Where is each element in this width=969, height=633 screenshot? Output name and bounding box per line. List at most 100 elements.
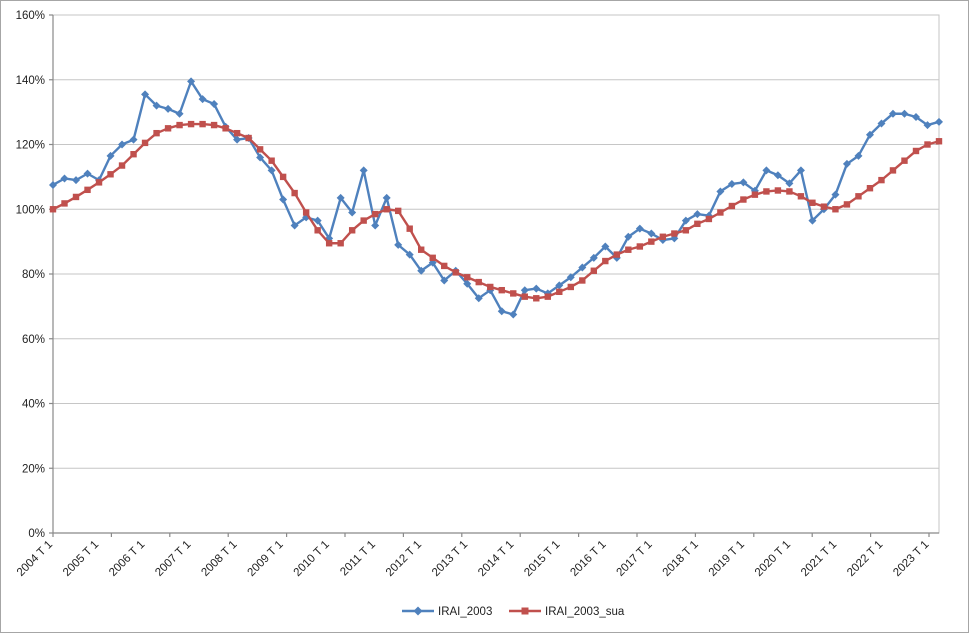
data-point-diamond <box>72 176 81 185</box>
legend-label-irai-2003: IRAI_2003 <box>438 606 492 618</box>
data-point-square <box>613 251 621 258</box>
data-point-square <box>659 233 667 240</box>
x-tick-label: 2007 T 1 <box>153 539 193 579</box>
data-point-diamond <box>532 284 541 293</box>
legend-item-irai-2003: IRAI_2003 <box>402 606 492 618</box>
axes <box>49 14 939 537</box>
data-point-diamond <box>739 178 748 187</box>
data-point-diamond <box>187 77 196 86</box>
data-point-diamond <box>762 166 771 175</box>
data-point-diamond <box>348 208 357 217</box>
data-point-diamond <box>175 109 184 118</box>
data-point-diamond <box>601 242 610 251</box>
data-point-diamond <box>49 180 57 189</box>
x-tick-label: 2011 T 1 <box>338 539 378 579</box>
data-point-square <box>602 257 609 265</box>
data-point-diamond <box>555 281 564 290</box>
data-point-square <box>544 293 551 300</box>
data-point-square <box>199 120 206 128</box>
y-tick-label: 60% <box>22 334 45 346</box>
data-point-square <box>72 193 80 201</box>
data-point-square <box>728 202 736 210</box>
data-point-diamond <box>773 171 782 180</box>
data-point-square <box>717 209 724 216</box>
data-point-square <box>61 200 68 207</box>
x-tick-label: 2021 T 1 <box>799 539 839 579</box>
data-point-square <box>763 188 770 195</box>
data-point-square <box>291 189 298 197</box>
x-tick-label: 2009 T 1 <box>245 539 285 579</box>
data-point-diamond <box>233 135 242 144</box>
data-point-square <box>164 125 172 132</box>
data-point-diamond <box>727 179 736 188</box>
data-point-square <box>935 138 943 145</box>
data-point-diamond <box>923 121 932 130</box>
data-point-square <box>130 151 137 158</box>
data-point-square <box>95 179 103 186</box>
series-line-IRAI_2003_sua <box>51 122 941 300</box>
data-point-square <box>141 139 149 147</box>
data-point-square <box>924 141 931 148</box>
data-point-diamond <box>463 279 472 288</box>
data-point-diamond <box>796 166 805 175</box>
data-point-square <box>843 201 851 208</box>
y-tick-label: 160% <box>16 10 45 22</box>
data-point-diamond <box>313 216 322 225</box>
data-point-diamond <box>589 253 598 262</box>
data-point-square <box>371 210 379 218</box>
data-point-diamond <box>141 90 150 99</box>
data-point-square <box>579 277 586 284</box>
x-tick-label: 2012 T 1 <box>384 539 424 579</box>
data-point-square <box>510 290 517 297</box>
data-point-diamond <box>336 193 345 202</box>
data-point-square <box>360 217 367 224</box>
y-tick-label: 20% <box>22 463 45 475</box>
legend-diamond-marker <box>413 606 423 616</box>
data-point-square <box>786 188 793 195</box>
data-point-diamond <box>808 216 817 225</box>
data-point-diamond <box>635 224 644 233</box>
data-point-square <box>533 295 540 302</box>
axis-labels: 0%20%40%60%80%100%120%140%160%2004 T 1 20… <box>15 10 932 579</box>
data-point-square <box>464 274 471 281</box>
data-point-diamond <box>877 119 886 128</box>
x-tick-label: 2019 T 1 <box>707 539 747 579</box>
x-tick-label: 2004 T 1 <box>15 539 55 579</box>
data-point-square <box>302 209 310 216</box>
data-point-square <box>153 129 160 137</box>
data-point-diamond <box>359 166 368 175</box>
data-point-diamond <box>118 140 127 149</box>
data-point-square <box>418 246 425 253</box>
data-point-square <box>648 238 655 245</box>
data-point-square <box>705 215 713 223</box>
legend: IRAI_2003 IRAI_2003_sua <box>402 606 625 618</box>
x-tick-label: 2005 T 1 <box>61 539 101 579</box>
data-point-diamond <box>900 109 909 118</box>
data-point-square <box>797 193 805 200</box>
data-point-square <box>394 207 402 215</box>
x-tick-label: 2017 T 1 <box>614 539 654 579</box>
x-tick-label: 2018 T 1 <box>661 539 701 579</box>
data-point-square <box>429 254 436 262</box>
data-point-square <box>406 225 413 232</box>
data-point-square <box>475 278 482 286</box>
data-point-square <box>107 171 114 178</box>
data-point-diamond <box>417 266 426 275</box>
data-point-square <box>452 269 459 276</box>
data-point-square <box>567 283 574 291</box>
data-point-square <box>245 134 252 142</box>
data-point-square <box>441 262 448 270</box>
data-point-square <box>912 147 920 155</box>
data-point-diamond <box>60 174 69 183</box>
x-tick-label: 2014 T 1 <box>476 539 516 579</box>
data-point-diamond <box>256 153 265 162</box>
series-IRAI_2003 <box>49 77 943 319</box>
data-point-square <box>279 173 287 181</box>
data-point-diamond <box>106 151 115 160</box>
data-point-diamond <box>681 216 690 225</box>
data-point-diamond <box>164 104 173 113</box>
data-point-square <box>348 227 356 234</box>
data-point-square <box>625 246 632 253</box>
y-tick-label: 40% <box>22 399 45 411</box>
data-point-diamond <box>440 276 449 285</box>
